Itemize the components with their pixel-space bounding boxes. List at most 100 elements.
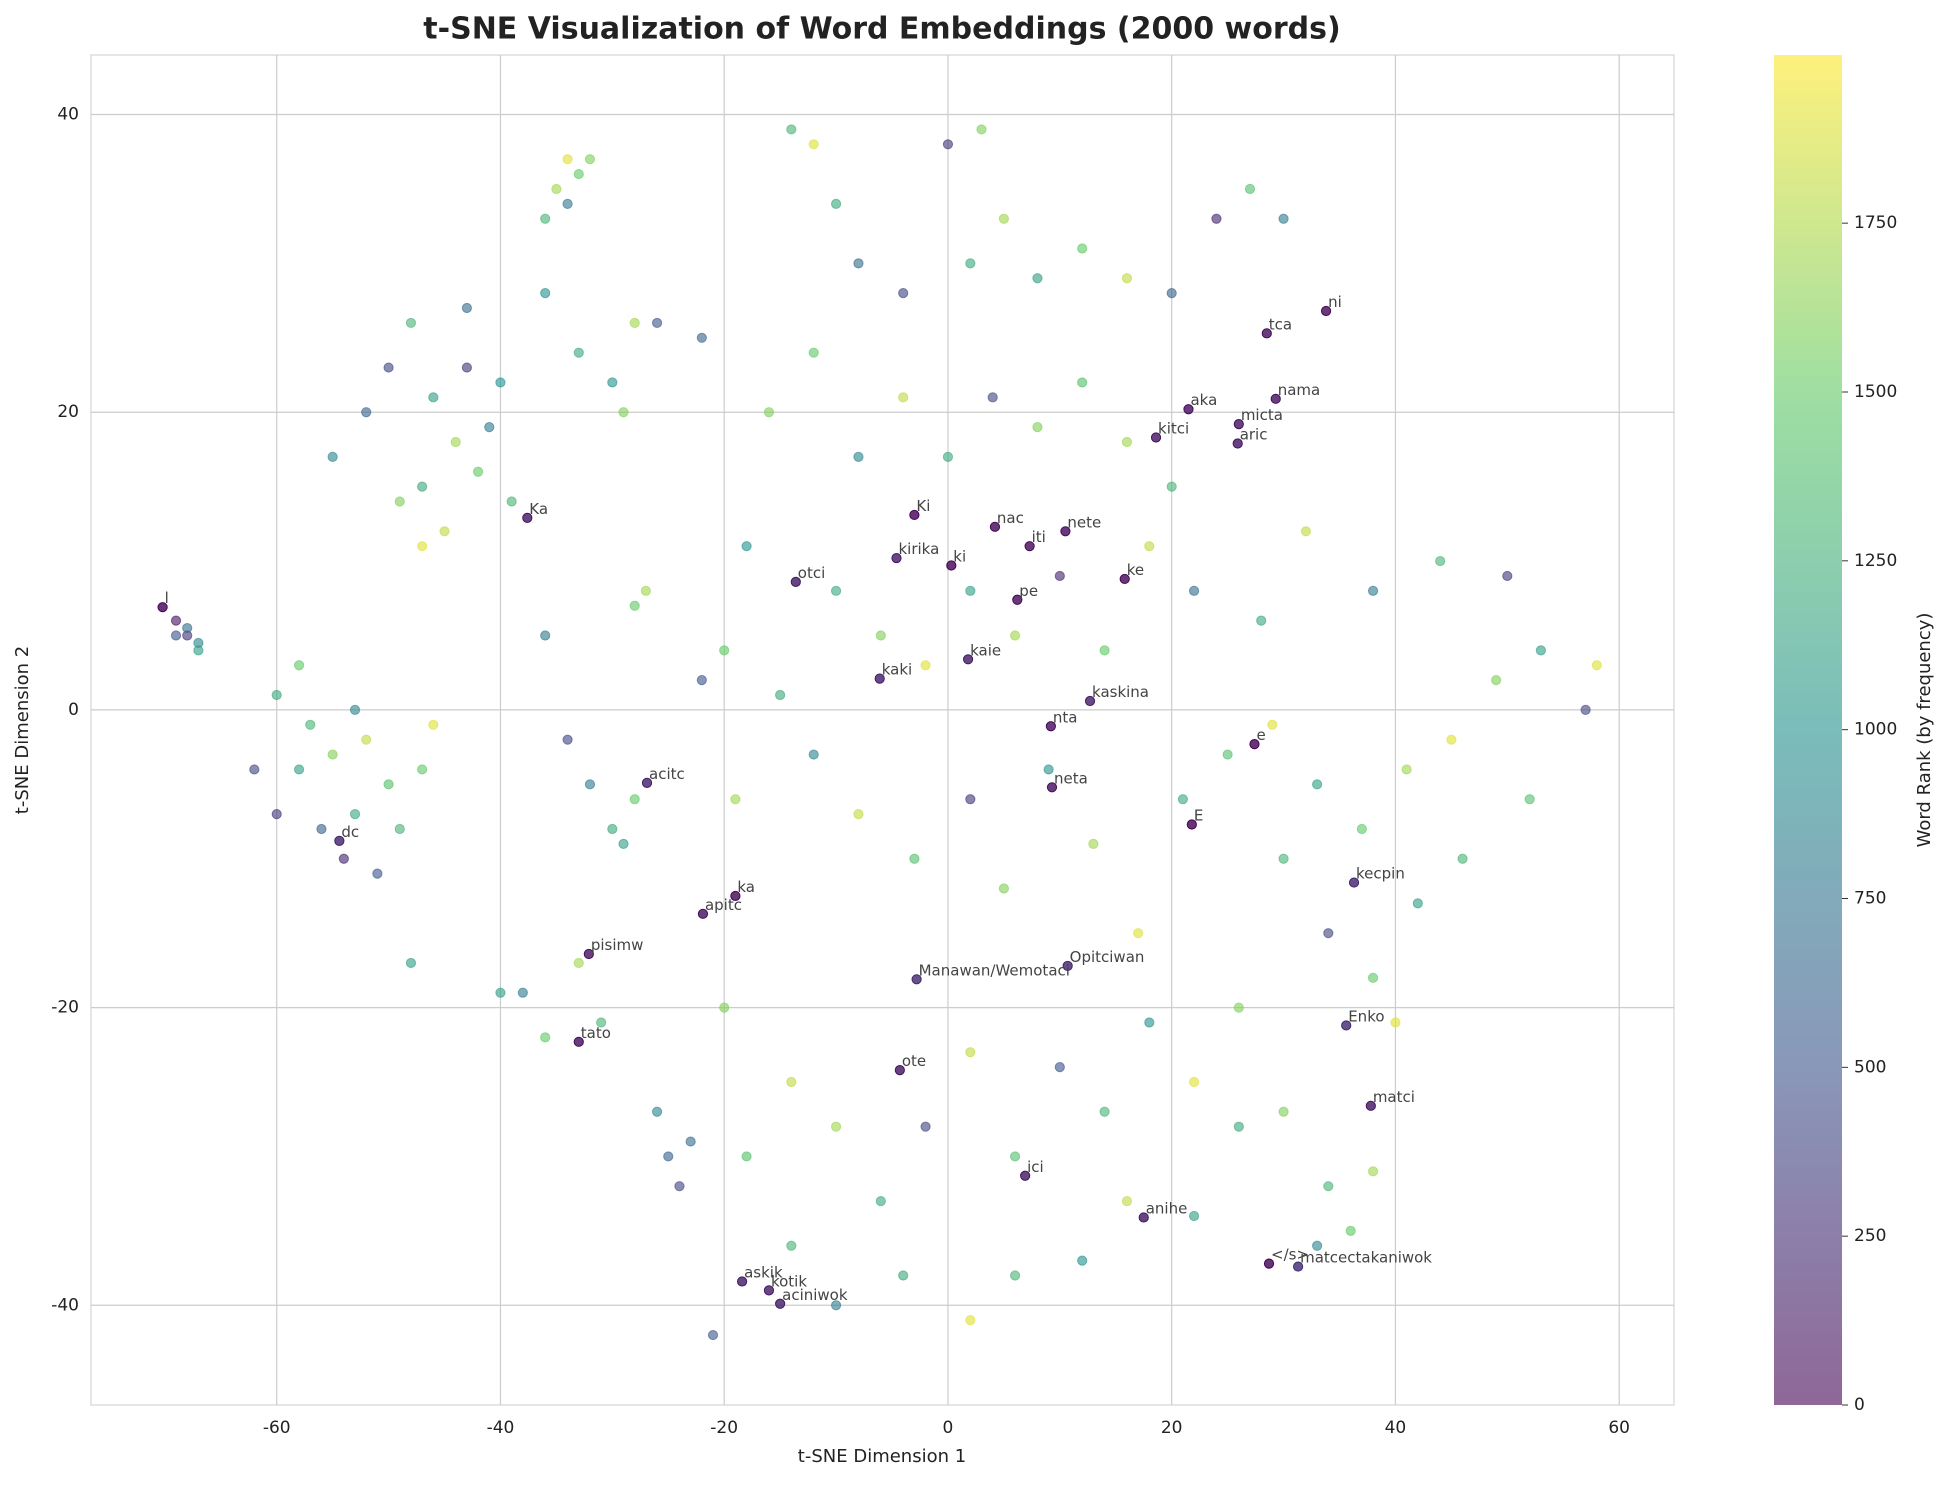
- point: [1121, 436, 1133, 448]
- y-tick-label: 0: [68, 700, 79, 720]
- labeled-point: [1024, 541, 1035, 552]
- point: [1009, 1270, 1021, 1281]
- point: [1580, 704, 1591, 716]
- point: [461, 302, 472, 314]
- x-tick-label: -20: [710, 1418, 738, 1438]
- labeled-point: [946, 560, 957, 571]
- colorbar-tick-label: 1250: [1854, 551, 1897, 571]
- point: [517, 987, 528, 998]
- word-label: aciniwok: [782, 1286, 848, 1304]
- point: [685, 1136, 696, 1147]
- point: [170, 630, 182, 641]
- x-tick-label: 0: [943, 1418, 954, 1438]
- word-label: nama: [1278, 381, 1321, 399]
- chart-title: t-SNE Visualization of Word Embeddings (…: [423, 12, 1340, 47]
- point: [786, 1076, 797, 1088]
- labeled-point: [736, 1276, 748, 1287]
- point: [853, 451, 864, 462]
- point: [663, 1151, 674, 1162]
- word-label: ote: [902, 1052, 926, 1070]
- word-label: apitc: [705, 896, 742, 914]
- word-label: tca: [1269, 315, 1292, 333]
- point: [1356, 823, 1367, 835]
- point: [361, 407, 372, 418]
- labeled-point: [1045, 721, 1056, 732]
- point: [327, 749, 338, 760]
- point: [1077, 1255, 1088, 1266]
- word-label: kitci: [1158, 420, 1189, 438]
- point: [830, 1121, 842, 1132]
- point: [1312, 1240, 1323, 1251]
- word-label: ke: [1127, 561, 1144, 579]
- point: [920, 1121, 931, 1132]
- point: [249, 764, 260, 775]
- colorbar-tick-label: 0: [1854, 1395, 1865, 1415]
- point: [540, 1032, 551, 1043]
- word-label: nac: [997, 509, 1024, 527]
- point: [540, 213, 551, 224]
- labeled-point: [1233, 419, 1244, 430]
- point: [674, 1181, 685, 1192]
- word-label: matcectakaniwok: [1300, 1249, 1432, 1267]
- point: [696, 675, 707, 686]
- point: [965, 258, 976, 269]
- word-label: Ki: [916, 497, 930, 515]
- word-label: l: [165, 589, 169, 607]
- point: [1278, 213, 1289, 224]
- labeled-point: [573, 1036, 584, 1047]
- word-label: ki: [953, 548, 966, 566]
- labeled-point: [1232, 438, 1243, 449]
- word-label: ka: [737, 878, 755, 896]
- word-label: Ka: [529, 500, 548, 518]
- point: [394, 496, 405, 507]
- point: [830, 585, 842, 596]
- point: [719, 645, 730, 656]
- point: [965, 794, 976, 805]
- point: [1099, 645, 1110, 656]
- point: [1121, 1195, 1133, 1207]
- word-label: neta: [1054, 769, 1088, 787]
- y-tick-label: -20: [51, 998, 79, 1018]
- point: [1524, 794, 1535, 805]
- word-label: anihe: [1146, 1199, 1188, 1217]
- point: [786, 124, 797, 135]
- point: [1323, 1181, 1334, 1192]
- point: [1278, 853, 1289, 864]
- point: [1166, 288, 1177, 299]
- point: [1043, 764, 1054, 775]
- point: [1323, 928, 1334, 939]
- point: [808, 749, 819, 760]
- x-tick-label: 40: [1385, 1418, 1407, 1438]
- point: [1535, 645, 1546, 656]
- word-label: aric: [1240, 425, 1268, 443]
- word-label: kecpin: [1356, 865, 1405, 883]
- point: [1054, 1062, 1065, 1073]
- point: [1244, 183, 1256, 195]
- point: [472, 466, 484, 477]
- point: [1188, 1076, 1200, 1088]
- word-label: E: [1194, 807, 1203, 825]
- point: [540, 288, 551, 299]
- word-label: acitc: [649, 765, 685, 783]
- labeled-point: [763, 1285, 775, 1296]
- point: [1032, 422, 1043, 433]
- point: [461, 362, 472, 373]
- point: [584, 154, 596, 165]
- point: [562, 154, 573, 165]
- point: [1077, 377, 1088, 388]
- word-label: askik: [744, 1263, 783, 1281]
- point: [1233, 1121, 1244, 1132]
- plot-area: [90, 54, 1675, 1406]
- y-tick-label: -40: [51, 1295, 79, 1315]
- word-label: Manawan/Wemotaci: [919, 961, 1070, 979]
- labeled-point: [874, 673, 885, 684]
- point: [607, 377, 618, 388]
- point: [596, 1017, 607, 1028]
- word-label: kaki: [882, 661, 912, 679]
- word-label: e: [1256, 726, 1265, 744]
- word-label: pe: [1019, 582, 1038, 600]
- labeled-point: [1084, 695, 1096, 707]
- labeled-point: [1119, 573, 1130, 585]
- point: [182, 622, 193, 634]
- point: [763, 407, 775, 418]
